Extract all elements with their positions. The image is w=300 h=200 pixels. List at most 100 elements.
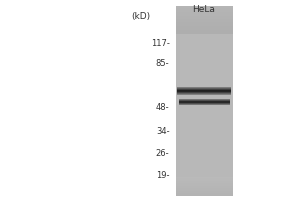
Bar — [176, 18, 232, 19]
Bar — [176, 111, 232, 112]
Bar — [176, 67, 232, 68]
Bar — [176, 159, 232, 160]
Bar — [176, 50, 232, 51]
Bar — [176, 24, 232, 25]
Bar — [176, 135, 232, 136]
Bar — [176, 16, 232, 17]
Bar — [176, 124, 232, 125]
Bar — [176, 193, 232, 194]
Bar — [176, 194, 232, 195]
Bar — [176, 191, 232, 192]
Bar — [176, 113, 232, 114]
Bar — [176, 82, 232, 83]
Bar — [176, 12, 232, 13]
Bar — [176, 46, 232, 47]
Bar — [176, 22, 232, 23]
Bar — [176, 153, 232, 154]
Bar — [176, 58, 232, 59]
Text: HeLa: HeLa — [193, 4, 215, 14]
Bar — [176, 108, 232, 109]
Bar — [176, 147, 232, 148]
Bar — [176, 163, 232, 164]
Bar — [176, 74, 232, 75]
Bar — [176, 11, 232, 12]
Bar — [176, 187, 232, 188]
Bar — [176, 14, 232, 15]
Bar — [176, 60, 232, 61]
Bar — [176, 161, 232, 162]
Bar — [176, 98, 232, 99]
Bar — [176, 121, 232, 122]
Bar — [176, 78, 232, 79]
Bar — [176, 66, 232, 67]
Bar — [176, 158, 232, 159]
Bar — [176, 52, 232, 53]
Bar — [176, 186, 232, 187]
Bar — [176, 180, 232, 181]
Bar — [176, 23, 232, 24]
Bar — [176, 30, 232, 31]
Bar — [176, 126, 232, 127]
Bar — [176, 54, 232, 55]
Bar — [176, 118, 232, 119]
Bar — [176, 34, 232, 35]
Bar — [176, 164, 232, 165]
Text: 34-: 34- — [156, 127, 169, 136]
Bar — [176, 77, 232, 78]
Text: 48-: 48- — [156, 104, 169, 112]
Bar — [176, 150, 232, 151]
Bar — [176, 87, 232, 88]
Bar — [176, 32, 232, 33]
Bar — [176, 25, 232, 26]
Bar — [176, 160, 232, 161]
Bar — [176, 70, 232, 71]
Bar — [176, 170, 232, 171]
Bar — [176, 95, 232, 96]
Bar — [176, 29, 232, 30]
Bar — [176, 119, 232, 120]
Bar — [176, 178, 232, 179]
Bar — [176, 162, 232, 163]
Bar — [176, 120, 232, 121]
Bar — [176, 94, 232, 95]
Bar — [176, 172, 232, 173]
Bar — [176, 177, 232, 178]
Bar — [176, 183, 232, 184]
Bar — [176, 65, 232, 66]
Text: 85-: 85- — [156, 58, 169, 68]
Bar — [176, 136, 232, 137]
Bar — [176, 99, 232, 100]
Bar — [176, 175, 232, 176]
Bar — [176, 68, 232, 69]
Bar — [176, 71, 232, 72]
Bar — [176, 35, 232, 36]
Bar — [176, 9, 232, 10]
Bar — [176, 166, 232, 167]
Bar — [176, 47, 232, 48]
Bar — [176, 185, 232, 186]
Bar — [176, 45, 232, 46]
Bar — [176, 56, 232, 57]
Bar — [176, 69, 232, 70]
Bar — [176, 146, 232, 147]
Bar — [176, 174, 232, 175]
Bar — [176, 55, 232, 56]
Bar — [176, 157, 232, 158]
Bar — [176, 148, 232, 149]
Bar — [176, 91, 232, 92]
Text: (kD): (kD) — [131, 11, 150, 21]
Text: 26-: 26- — [156, 148, 169, 158]
Bar — [176, 115, 232, 116]
Bar — [176, 109, 232, 110]
Bar — [176, 92, 232, 93]
Bar — [176, 90, 232, 91]
Bar — [176, 139, 232, 140]
Bar — [176, 44, 232, 45]
Bar — [176, 51, 232, 52]
Bar — [176, 19, 232, 20]
Bar — [176, 179, 232, 180]
Bar — [176, 105, 232, 106]
Bar — [176, 141, 232, 142]
Bar — [176, 154, 232, 155]
Bar — [176, 144, 232, 145]
